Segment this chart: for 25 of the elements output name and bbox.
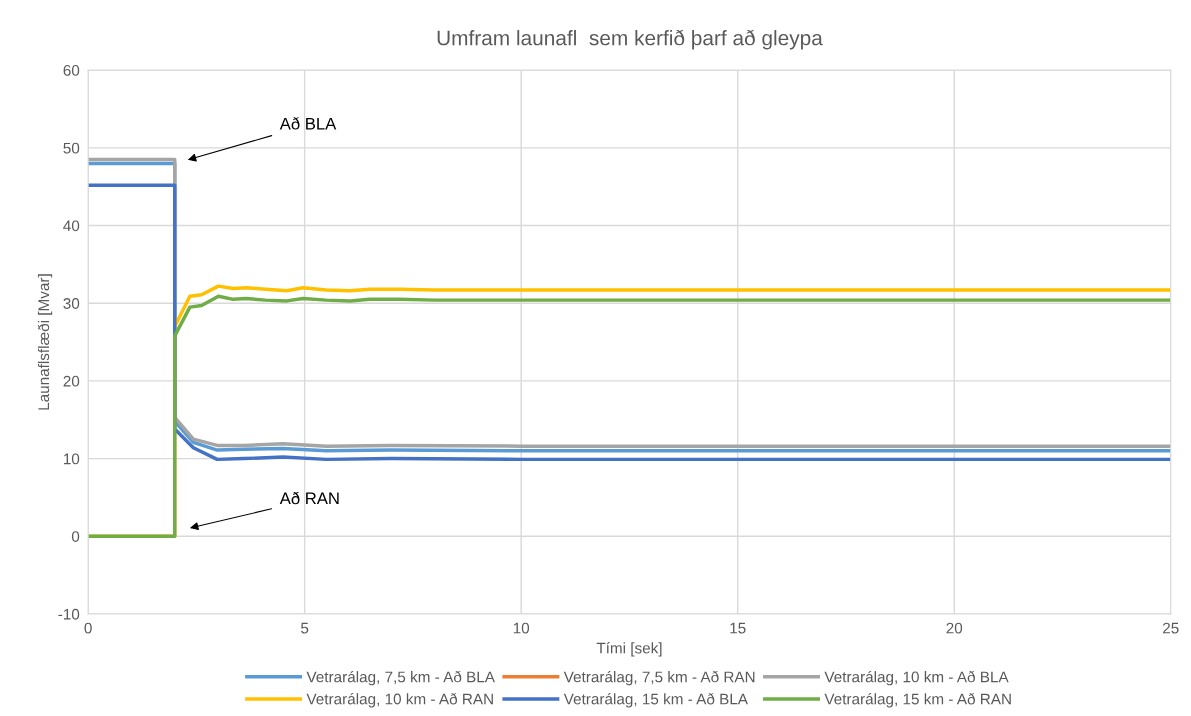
y-tick-label: 10: [63, 453, 80, 465]
legend-label: Vetrarálag, 7,5 km - Að RAN: [563, 670, 755, 686]
y-tick-label: 50: [63, 142, 80, 154]
legend-label: Vetrarálag, 10 km - Að BLA: [824, 670, 1009, 686]
x-tick-label: 20: [946, 622, 963, 634]
x-tick-label: 0: [84, 622, 92, 634]
y-tick-label: 20: [63, 375, 80, 387]
y-tick-label: 0: [71, 531, 80, 542]
legend-label: Vetrarálag, 10 km - Að RAN: [306, 692, 493, 708]
y-tick-label: 30: [63, 298, 80, 309]
y-tick-label: -10: [58, 608, 80, 620]
legend-label: Vetrarálag, 15 km - Að RAN: [824, 692, 1011, 708]
x-tick-label: 5: [301, 622, 309, 634]
annotation: Að BLA: [279, 117, 337, 130]
legend-label: Vetrarálag, 7,5 km - Að BLA: [306, 670, 495, 686]
x-tick-label: 15: [730, 622, 746, 634]
annotation: Að RAN: [279, 491, 339, 505]
chart-title: Umfram launafl sem kerfið þarf að gleypa: [437, 29, 823, 50]
y-tick-label: 60: [63, 65, 80, 76]
legend-label: Vetrarálag, 15 km - Að BLA: [563, 692, 748, 708]
x-tick-label: 25: [1163, 622, 1179, 634]
x-tick-label: 10: [513, 622, 530, 634]
y-axis-title: Launaflsflæði [Mvar]: [37, 274, 53, 410]
y-tick-label: 40: [63, 220, 80, 232]
x-axis-title: Tími [sek]: [596, 642, 662, 657]
